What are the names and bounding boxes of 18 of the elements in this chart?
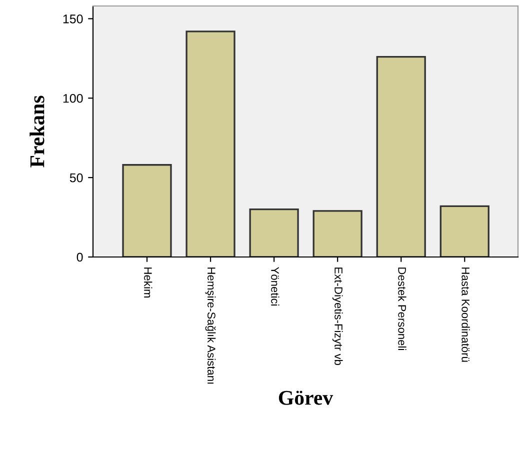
y-tick-label: 150 (63, 14, 83, 24)
x-axis-title: Görev (278, 390, 334, 405)
bar (122, 164, 172, 257)
y-tick-label: 50 (70, 173, 83, 182)
x-tick-label: Hekim (144, 268, 152, 298)
x-tick-label: Destek Personeli (398, 268, 406, 350)
y-axis-title: Frekans (30, 96, 44, 168)
x-tick-label: Hasta Koordinatörü (462, 268, 470, 362)
x-tick-label: Hemşire-Sağlık Asistanı (205, 268, 216, 384)
bar (312, 210, 362, 257)
x-tick-label: Yönetici (271, 266, 280, 306)
y-tick-label: 0 (76, 252, 83, 262)
y-tick-label: 100 (63, 94, 83, 103)
bar (186, 30, 236, 257)
bar (249, 208, 299, 257)
bar (440, 205, 490, 257)
x-tick-label: Ext-Diyetis-Fizytr vb (332, 268, 343, 366)
bar (376, 56, 426, 257)
